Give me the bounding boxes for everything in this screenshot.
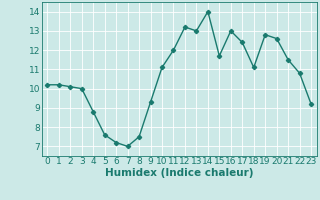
X-axis label: Humidex (Indice chaleur): Humidex (Indice chaleur) bbox=[105, 168, 253, 178]
